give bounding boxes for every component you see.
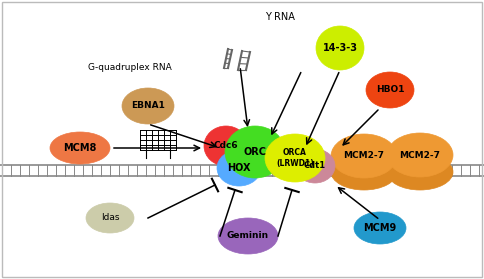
Text: MCM2-7: MCM2-7 [344,151,384,160]
Ellipse shape [295,149,335,183]
Ellipse shape [387,133,453,177]
Ellipse shape [316,26,364,70]
Text: ORCA
(LRWD1): ORCA (LRWD1) [276,148,314,168]
Ellipse shape [50,132,110,164]
Ellipse shape [265,134,325,182]
Ellipse shape [366,72,414,108]
Ellipse shape [331,134,397,178]
Text: ORC: ORC [243,147,267,157]
Text: EBNA1: EBNA1 [131,102,165,110]
Ellipse shape [354,212,406,244]
Ellipse shape [225,126,285,178]
Ellipse shape [217,150,261,186]
Ellipse shape [218,218,278,254]
Ellipse shape [331,154,397,190]
Text: G-quadruplex RNA: G-quadruplex RNA [88,64,172,73]
Ellipse shape [204,126,248,166]
Text: MCM2-7: MCM2-7 [399,150,440,160]
Text: Idas: Idas [101,213,119,222]
Text: HOX: HOX [227,163,251,173]
Text: HBO1: HBO1 [376,85,404,95]
Ellipse shape [122,88,174,124]
Text: MCM9: MCM9 [363,223,396,233]
Text: MCM8: MCM8 [63,143,97,153]
Ellipse shape [86,203,134,233]
Text: 14-3-3: 14-3-3 [322,43,358,53]
Ellipse shape [387,154,453,190]
Text: Geminin: Geminin [227,232,269,240]
Text: Y RNA: Y RNA [265,12,295,22]
Text: Cdt1: Cdt1 [304,162,326,170]
Text: Cdc6: Cdc6 [214,141,238,150]
